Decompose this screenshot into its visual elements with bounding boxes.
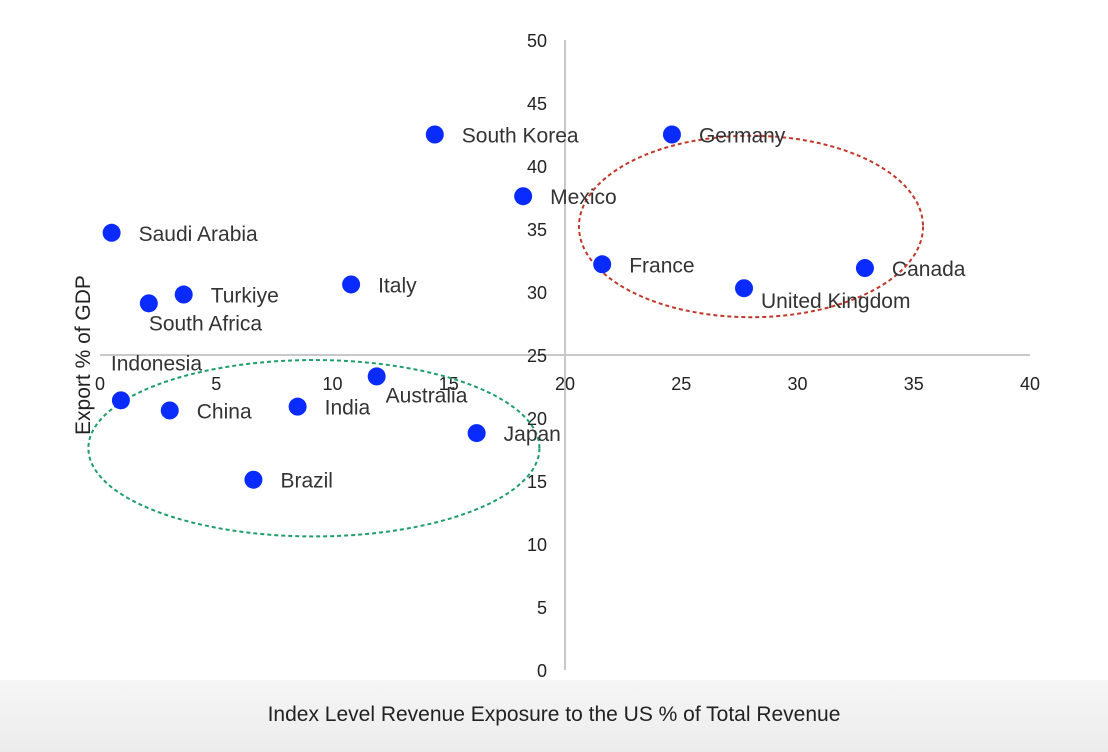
data-point-south-africa [139, 294, 158, 313]
x-tick-label: 30 [787, 374, 807, 394]
x-tick-label: 5 [211, 374, 221, 394]
point-label: Turkiye [211, 285, 279, 308]
y-tick-label: 35 [527, 220, 547, 240]
data-point-indonesia [111, 391, 130, 410]
x-tick-label: 10 [322, 374, 342, 394]
data-point-japan [467, 424, 486, 443]
data-point-south-korea [425, 125, 444, 144]
y-tick-label: 50 [527, 31, 547, 51]
data-point-turkiye [174, 285, 193, 304]
point-label: Japan [504, 423, 561, 446]
developed-markets-group-ellipse [577, 134, 925, 319]
data-point-saudi-arabia [102, 223, 121, 242]
y-tick-label: 25 [527, 346, 547, 366]
x-tick-label: 40 [1020, 374, 1040, 394]
point-label: China [197, 400, 252, 423]
data-point-france [593, 255, 612, 274]
x-tick-label: 0 [95, 374, 105, 394]
point-label: Indonesia [111, 352, 202, 375]
point-label: France [629, 254, 694, 277]
data-point-india [288, 397, 307, 416]
data-point-germany [662, 125, 681, 144]
y-tick-label: 30 [527, 283, 547, 303]
data-point-united-kingdom [735, 279, 754, 298]
y-tick-label: 5 [537, 598, 547, 618]
data-point-china [160, 401, 179, 420]
y-tick-label: 10 [527, 535, 547, 555]
x-tick-label: 25 [671, 374, 691, 394]
caption-band [0, 680, 1108, 752]
data-point-brazil [244, 470, 263, 489]
data-point-italy [342, 275, 361, 294]
y-axis-label: Export % of GDP [72, 275, 95, 435]
x-tick-label: 35 [904, 374, 924, 394]
x-tick-label: 15 [439, 374, 459, 394]
point-label: Canada [892, 258, 966, 281]
point-label: Saudi Arabia [139, 223, 258, 246]
point-label: South Africa [149, 312, 263, 335]
emerging-markets-group-ellipse [87, 359, 541, 538]
x-axis-label: Index Level Revenue Exposure to the US %… [267, 703, 841, 726]
point-label: Mexico [550, 186, 617, 209]
point-label: Italy [378, 274, 417, 297]
point-label: Germany [699, 125, 786, 148]
point-label: Australia [386, 384, 468, 407]
y-tick-label: 20 [527, 409, 547, 429]
y-tick-label: 0 [537, 661, 547, 681]
x-tick-label: 20 [555, 374, 575, 394]
data-point-australia [367, 367, 386, 386]
point-label: United Kingdom [761, 290, 910, 313]
point-label: Brazil [280, 470, 333, 493]
data-point-canada [855, 259, 874, 278]
y-tick-label: 15 [527, 472, 547, 492]
point-label: South Korea [462, 125, 579, 148]
y-tick-label: 40 [527, 157, 547, 177]
y-tick-label: 45 [527, 94, 547, 114]
data-point-mexico [514, 187, 533, 206]
point-label: India [325, 397, 371, 420]
